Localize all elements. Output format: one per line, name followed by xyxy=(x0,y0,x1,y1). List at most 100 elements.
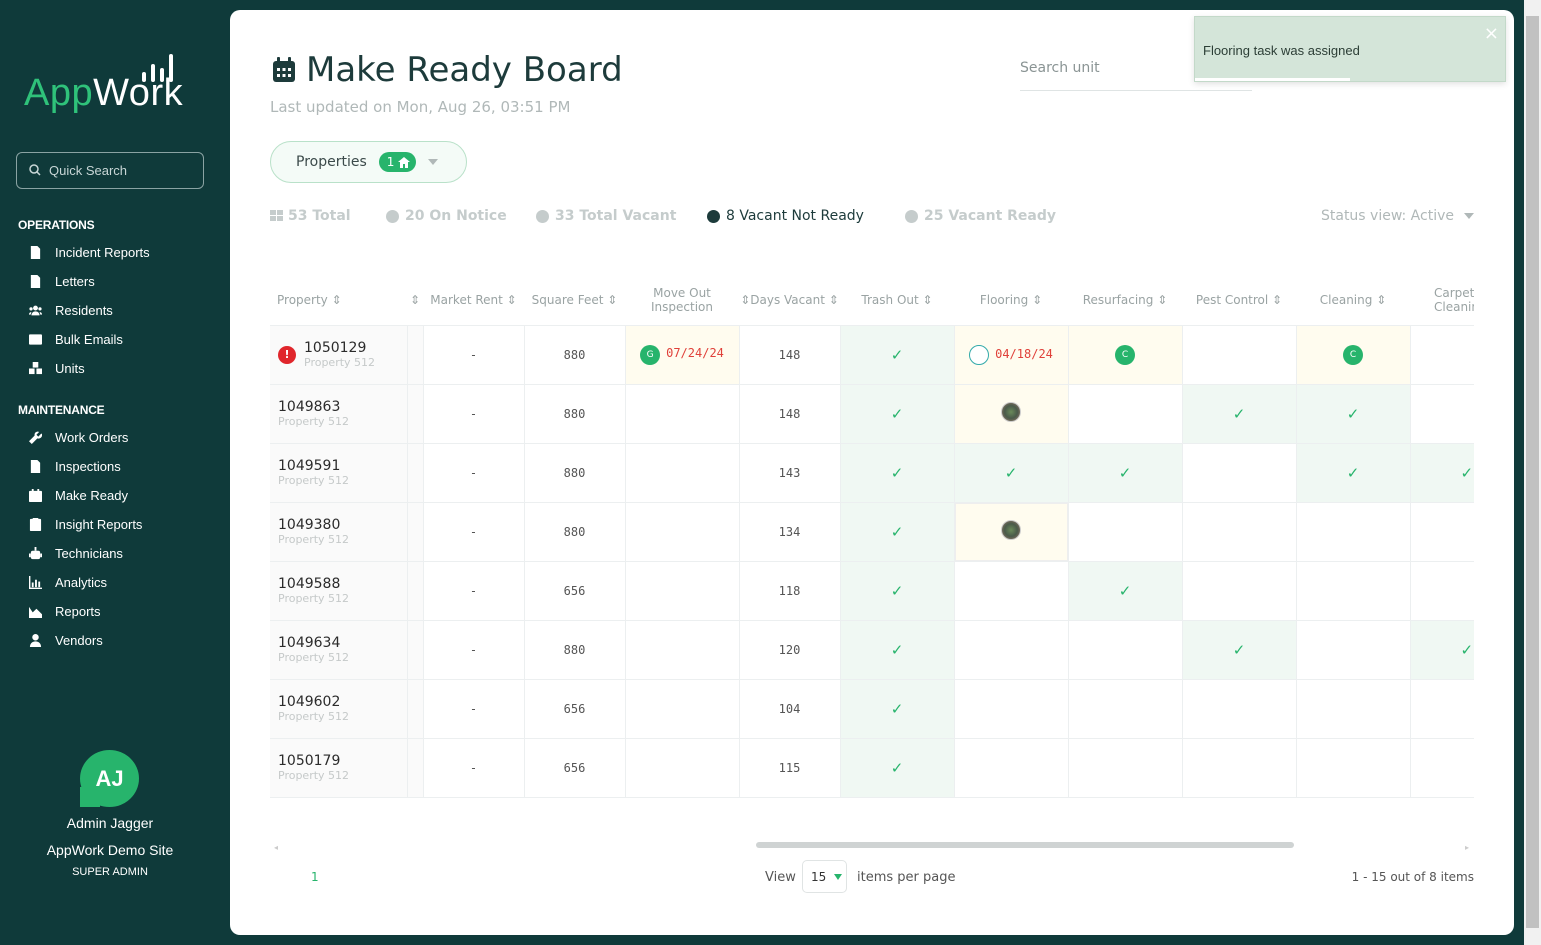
per-page-select[interactable]: 15 xyxy=(802,860,847,893)
stat-vacant-ready[interactable]: 25 Vacant Ready xyxy=(905,208,1056,224)
sidebar-item-analytics[interactable]: Analytics xyxy=(28,572,107,592)
trash-out-cell[interactable]: ✓ xyxy=(839,442,954,502)
table-row[interactable]: 1050179 Property 512 - 656 115 ✓ xyxy=(270,737,1474,798)
carpet-cleaning-cell[interactable] xyxy=(1409,501,1474,561)
cleaning-cell[interactable] xyxy=(1295,678,1410,738)
move-out-cell[interactable] xyxy=(624,442,739,502)
properties-filter-button[interactable]: Properties 1 xyxy=(270,141,467,183)
unit-cell[interactable]: 1049591 Property 512 xyxy=(270,442,407,502)
cleaning-cell[interactable] xyxy=(1295,737,1410,798)
unit-cell[interactable]: 1049634 Property 512 xyxy=(270,619,407,679)
table-row[interactable]: 1049591 Property 512 - 880 143 ✓ ✓ ✓ ✓ ✓ xyxy=(270,442,1474,502)
pest-control-cell[interactable]: ✓ xyxy=(1181,383,1296,443)
trash-out-cell[interactable]: ✓ xyxy=(839,737,954,798)
sidebar-item-bulk-emails[interactable]: Bulk Emails xyxy=(28,329,123,349)
flooring-cell[interactable] xyxy=(953,560,1068,620)
flooring-cell[interactable] xyxy=(953,501,1068,561)
carpet-cleaning-cell[interactable] xyxy=(1409,560,1474,620)
column-header-pest-control[interactable]: Pest Control ⇕ xyxy=(1195,292,1283,307)
carpet-cleaning-cell[interactable] xyxy=(1409,324,1474,384)
unit-cell[interactable]: 1049380 Property 512 xyxy=(270,501,407,561)
pagination-page-1[interactable]: 1 xyxy=(311,870,319,884)
table-row[interactable]: 1049602 Property 512 - 656 104 ✓ xyxy=(270,678,1474,738)
trash-out-cell[interactable]: ✓ xyxy=(839,383,954,443)
resurfacing-cell[interactable] xyxy=(1067,501,1182,561)
column-header-market-rent[interactable]: Market Rent ⇕ xyxy=(430,292,517,307)
column-header-sort[interactable]: ⇕ xyxy=(409,292,421,307)
horizontal-scrollbar[interactable] xyxy=(756,842,1294,848)
table-row[interactable]: 1049588 Property 512 - 656 118 ✓ ✓ xyxy=(270,560,1474,620)
sidebar-item-vendors[interactable]: Vendors xyxy=(28,630,103,650)
pest-control-cell[interactable] xyxy=(1181,442,1296,502)
vertical-scrollbar-thumb[interactable] xyxy=(1526,16,1539,928)
pest-control-cell[interactable] xyxy=(1181,678,1296,738)
flooring-cell[interactable] xyxy=(953,619,1068,679)
resurfacing-cell[interactable] xyxy=(1067,737,1182,798)
cleaning-cell[interactable]: ✓ xyxy=(1295,383,1410,443)
cleaning-cell[interactable] xyxy=(1295,501,1410,561)
cleaning-cell[interactable] xyxy=(1295,619,1410,679)
sidebar-item-make-ready[interactable]: Make Ready xyxy=(28,485,128,505)
pest-control-cell[interactable] xyxy=(1181,501,1296,561)
flooring-cell[interactable]: 04/18/24 xyxy=(953,324,1068,384)
stat-total-vacant[interactable]: 33 Total Vacant xyxy=(536,208,676,224)
sidebar-item-reports[interactable]: Reports xyxy=(28,601,101,621)
column-header-resurfacing[interactable]: Resurfacing ⇕ xyxy=(1082,292,1168,307)
pest-control-cell[interactable] xyxy=(1181,737,1296,798)
table-row[interactable]: 1049863 Property 512 - 880 148 ✓ ✓ ✓ xyxy=(270,383,1474,443)
move-out-cell[interactable] xyxy=(624,619,739,679)
vertical-scrollbar[interactable] xyxy=(1524,0,1541,945)
sidebar-item-technicians[interactable]: Technicians xyxy=(28,543,123,563)
unit-cell[interactable]: ! 1050129 Property 512 xyxy=(270,324,407,384)
status-view-dropdown[interactable]: Status view: Active xyxy=(1321,208,1474,224)
column-header-square-feet[interactable]: Square Feet ⇕ xyxy=(531,292,618,307)
trash-out-cell[interactable]: ✓ xyxy=(839,560,954,620)
scroll-right-arrow[interactable]: ▸ xyxy=(1465,843,1470,852)
trash-out-cell[interactable]: ✓ xyxy=(839,501,954,561)
resurfacing-cell[interactable]: ✓ xyxy=(1067,560,1182,620)
table-row[interactable]: 1049634 Property 512 - 880 120 ✓ ✓ ✓ xyxy=(270,619,1474,679)
sidebar-item-insight-reports[interactable]: Insight Reports xyxy=(28,514,142,534)
carpet-cleaning-cell[interactable] xyxy=(1409,678,1474,738)
column-header-cleaning[interactable]: Cleaning ⇕ xyxy=(1319,292,1387,307)
flooring-cell[interactable]: ✓ xyxy=(953,442,1068,502)
move-out-cell[interactable] xyxy=(624,501,739,561)
column-header-property[interactable]: Property ⇕ xyxy=(277,292,342,307)
cleaning-cell[interactable]: C xyxy=(1295,324,1410,384)
column-header-flooring[interactable]: Flooring ⇕ xyxy=(979,292,1043,307)
flooring-cell[interactable] xyxy=(953,737,1068,798)
pest-control-cell[interactable] xyxy=(1181,324,1296,384)
unit-cell[interactable]: 1050179 Property 512 xyxy=(270,737,407,798)
close-icon[interactable]: × xyxy=(1483,23,1499,44)
sidebar-item-inspections[interactable]: Inspections xyxy=(28,456,121,476)
quick-search-input[interactable]: Quick Search xyxy=(16,152,204,189)
stat-total[interactable]: 53 Total xyxy=(270,208,351,224)
unit-cell[interactable]: 1049602 Property 512 xyxy=(270,678,407,738)
column-header-carpet-cleaning[interactable]: Carpet Cleaning xyxy=(1434,285,1474,314)
resurfacing-cell[interactable]: ✓ xyxy=(1067,442,1182,502)
trash-out-cell[interactable]: ✓ xyxy=(839,619,954,679)
sidebar-item-incident-reports[interactable]: Incident Reports xyxy=(28,242,150,262)
unit-cell[interactable]: 1049863 Property 512 xyxy=(270,383,407,443)
resurfacing-cell[interactable] xyxy=(1067,619,1182,679)
stat-on-notice[interactable]: 20 On Notice xyxy=(386,208,507,224)
column-header-move-out-inspection[interactable]: Move Out Inspection xyxy=(651,285,713,314)
move-out-cell[interactable] xyxy=(624,737,739,798)
sidebar-item-residents[interactable]: Residents xyxy=(28,300,113,320)
move-out-cell[interactable] xyxy=(624,560,739,620)
carpet-cleaning-cell[interactable] xyxy=(1409,737,1474,798)
pest-control-cell[interactable] xyxy=(1181,560,1296,620)
move-out-cell[interactable] xyxy=(624,678,739,738)
move-out-cell[interactable]: G 07/24/24 xyxy=(624,324,739,384)
column-header-trash-out[interactable]: Trash Out ⇕ xyxy=(861,292,933,307)
column-header-days-vacant[interactable]: ⇕Days Vacant ⇕ xyxy=(740,292,839,307)
trash-out-cell[interactable]: ✓ xyxy=(839,324,954,384)
resurfacing-cell[interactable] xyxy=(1067,678,1182,738)
carpet-cleaning-cell[interactable]: ✓ xyxy=(1409,442,1474,502)
sidebar-item-work-orders[interactable]: Work Orders xyxy=(28,427,128,447)
cleaning-cell[interactable] xyxy=(1295,560,1410,620)
sidebar-item-letters[interactable]: Letters xyxy=(28,271,95,291)
resurfacing-cell[interactable]: C xyxy=(1067,324,1182,384)
stat-vacant-not-ready[interactable]: 8 Vacant Not Ready xyxy=(707,208,864,224)
table-row[interactable]: 1049380 Property 512 - 880 134 ✓ xyxy=(270,501,1474,561)
